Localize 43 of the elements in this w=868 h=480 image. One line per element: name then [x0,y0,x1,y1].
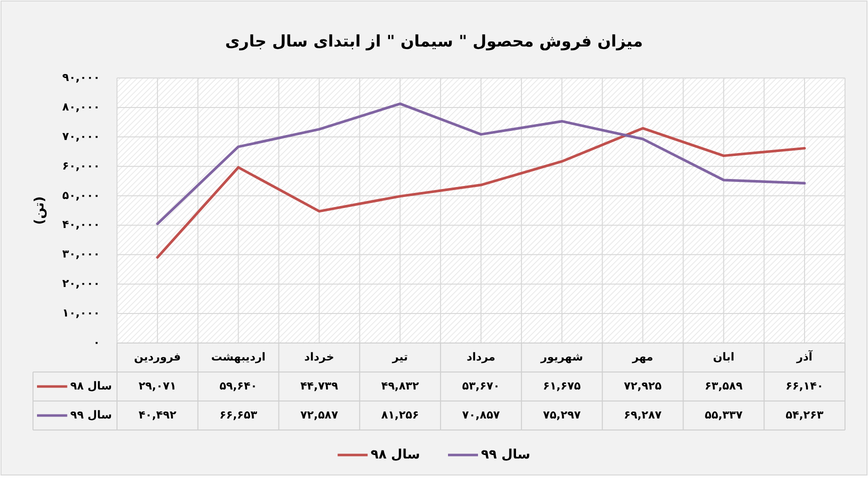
data-label: ۷۲,۹۲۵ [624,380,662,393]
x-tick-label: مرداد [466,350,496,364]
y-axis-title: (تن) [32,196,48,225]
y-tick-label: ۷۰,۰۰۰ [62,130,100,143]
data-label: ۶۶,۱۴۰ [786,380,824,393]
y-tick-label: ۱۰,۰۰۰ [62,306,100,320]
x-tick-label: مهر [632,350,654,364]
y-tick-label: ۳۰,۰۰۰ [62,248,100,261]
y-tick-label: ۶۰,۰۰۰ [62,159,100,172]
data-label: ۴۹,۸۳۲ [381,380,419,393]
x-tick-label: ابان [712,350,734,364]
x-tick-label: اردیبهشت [211,350,266,364]
x-tick-label: شهریور [540,350,584,364]
x-tick-label: تیر [392,350,408,364]
legend-label: سال ۹۹ [70,408,112,422]
x-tick-label: فروردین [134,350,181,364]
chart-title: میزان فروش محصول " سیمان " از ابتدای سال جاری [225,31,643,50]
data-label: ۸۱,۲۵۶ [381,408,419,422]
data-label: ۶۶,۶۵۳ [219,408,258,422]
y-tick-label: ۹۰,۰۰۰ [62,71,100,84]
data-label: ۵۳,۶۷۰ [462,380,500,393]
data-label: ۵۵,۳۳۷ [704,408,743,422]
x-tick-label: خرداد [304,350,334,364]
y-tick-label: ۸۰,۰۰۰ [62,100,100,114]
data-label: ۷۰,۸۵۷ [462,408,500,422]
y-tick-label: ۵۰,۰۰۰ [62,188,100,202]
legend-label: سال ۹۹ [481,448,530,463]
data-label: ۴۴,۷۳۹ [300,380,338,393]
data-label: ۲۹,۰۷۱ [138,380,176,393]
legend-label: سال ۹۸ [70,380,112,393]
y-tick-label: ۲۰,۰۰۰ [62,277,100,290]
x-tick-label: آذر [796,350,812,364]
data-label: ۵۴,۲۶۳ [786,408,824,422]
data-label: ۶۳,۵۸۹ [704,380,743,393]
data-label: ۵۹,۶۴۰ [219,380,258,393]
y-tick-label: ۰ [93,336,100,350]
data-label: ۶۹,۲۸۷ [624,408,662,422]
data-label: ۷۲,۵۸۷ [300,408,338,422]
data-label: ۷۵,۲۹۷ [543,408,581,422]
data-label: ۴۰,۴۹۲ [138,408,176,422]
data-label: ۶۱,۶۷۵ [543,380,581,393]
legend-label: سال ۹۸ [370,448,420,463]
y-tick-label: ۴۰,۰۰۰ [62,218,100,232]
